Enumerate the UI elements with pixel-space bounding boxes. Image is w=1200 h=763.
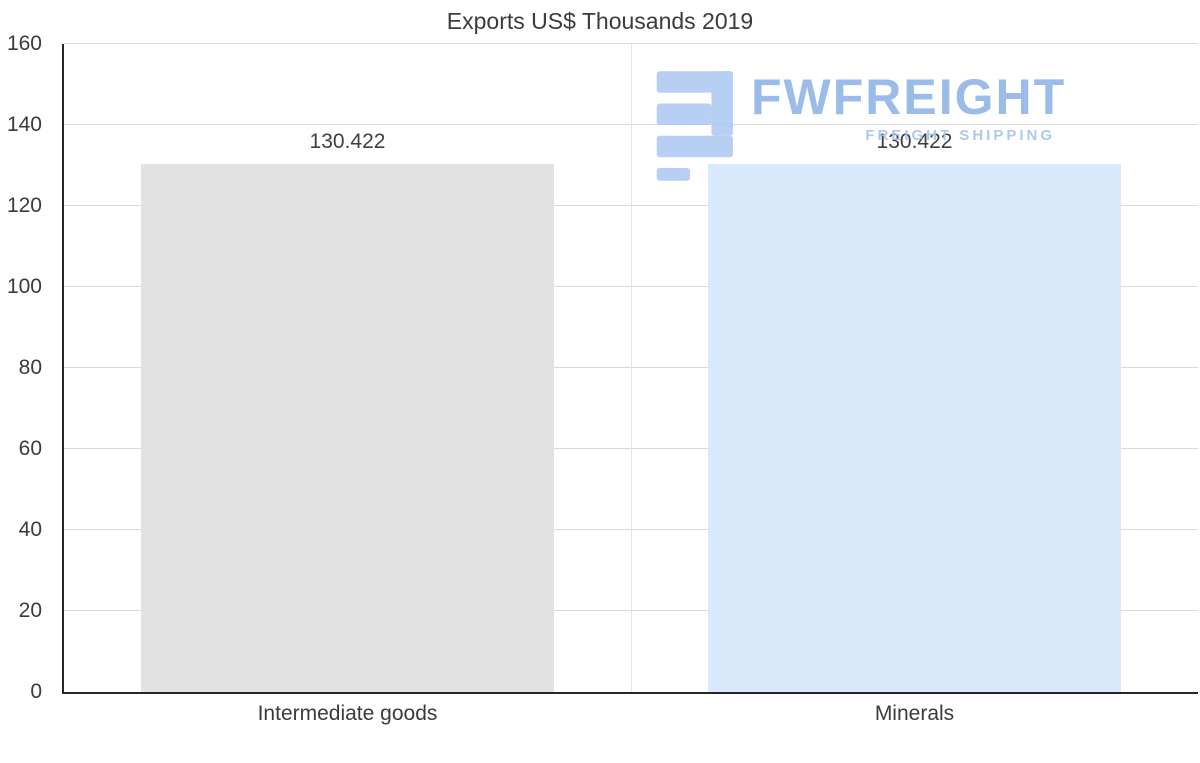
y-tick-label: 0 [30, 680, 42, 703]
bar-minerals [708, 163, 1121, 692]
y-tick-label: 160 [6, 32, 42, 55]
y-tick-label: 100 [6, 275, 42, 298]
x-category-label: Minerals [874, 702, 955, 725]
y-tick-label: 60 [18, 437, 42, 460]
y-tick-label: 80 [18, 356, 42, 379]
y-tick-label: 120 [6, 194, 42, 217]
bar-intermediate-goods [141, 163, 554, 692]
bar-value-label: 130.422 [309, 129, 386, 153]
plot-area: 130.422 130.422 [62, 43, 1198, 694]
y-axis-labels: 0 20 40 60 80 100 120 140 160 [0, 32, 54, 703]
bar-value-label: 130.422 [876, 129, 953, 153]
bar-slot: 130.422 [631, 44, 1198, 692]
x-axis-labels: Intermediate goods Minerals [64, 702, 1198, 726]
y-tick-label: 140 [6, 113, 42, 136]
bar-slot: 130.422 [64, 44, 631, 692]
gridline-horizontal [64, 43, 1198, 44]
bars-row: 130.422 130.422 [64, 44, 1198, 692]
x-category-label: Intermediate goods [257, 702, 438, 725]
gridline-vertical [631, 44, 632, 692]
y-tick-label: 40 [18, 518, 42, 541]
y-tick-label: 20 [18, 599, 42, 622]
chart-title: Exports US$ Thousands 2019 [446, 8, 754, 34]
